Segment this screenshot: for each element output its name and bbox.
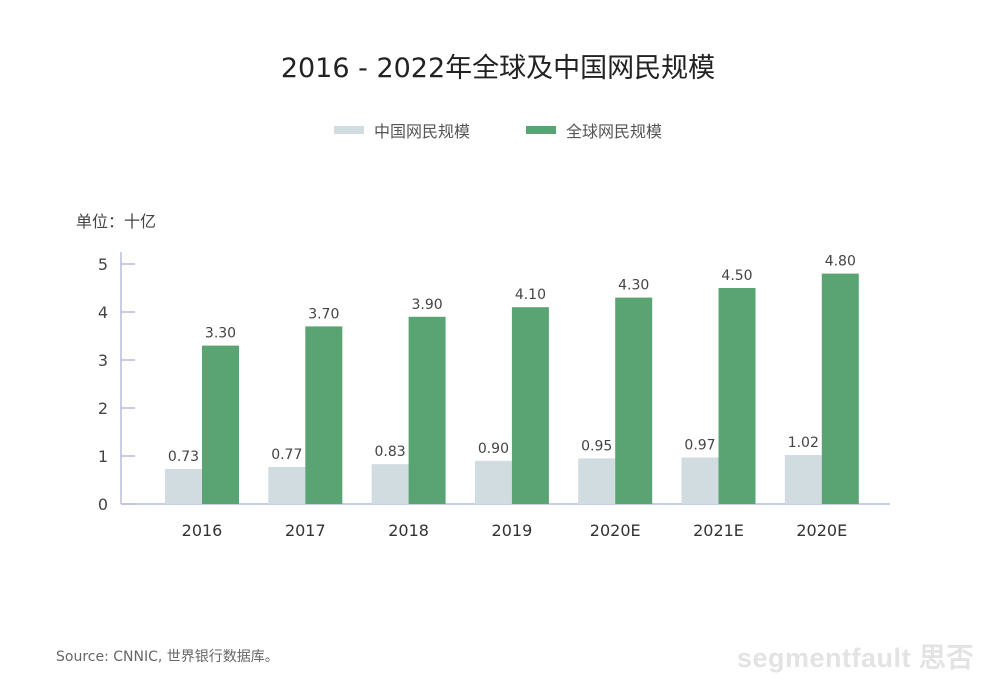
y-tick-label: 1 (98, 447, 108, 466)
bar-china (578, 458, 616, 504)
data-label-global: 4.10 (515, 287, 546, 303)
data-label-global: 3.90 (412, 297, 443, 313)
data-label-global: 3.70 (308, 306, 339, 322)
bar-global (511, 307, 549, 504)
bar-global (615, 297, 653, 504)
bar-china (165, 468, 202, 504)
bar-china (474, 460, 512, 504)
bar-china (681, 457, 719, 504)
bar-china (268, 467, 306, 504)
y-tick-label: 0 (98, 495, 108, 514)
bar-global (408, 316, 446, 504)
data-label-china: 0.90 (478, 441, 509, 457)
bars: 0.73 3.30 0.77 3.70 0.83 3.90 0.90 4.10 0.95 4.30… (165, 254, 859, 504)
legend-item-global: 全球网民规模 (526, 118, 662, 142)
data-label-china: 1.02 (788, 435, 819, 451)
unit-label: 单位：十亿 (76, 212, 157, 231)
y-tick-label: 5 (98, 255, 108, 274)
legend-swatch-global (526, 126, 556, 134)
y-tick-label: 2 (98, 399, 108, 418)
x-tick-label: 2020E (590, 521, 641, 540)
bar-global (821, 273, 859, 504)
bar-china (371, 464, 409, 504)
bar-global (202, 345, 239, 504)
data-label-china: 0.95 (581, 438, 612, 454)
source-note: Source: CNNIC, 世界银行数据库。 (56, 649, 279, 665)
legend-item-china: 中国网民规模 (333, 118, 470, 142)
bar-china (784, 455, 822, 504)
data-label-china: 0.77 (271, 447, 302, 463)
x-tick-label: 2018 (388, 521, 429, 540)
y-tick-label: 3 (98, 351, 108, 370)
bar-global (718, 288, 756, 504)
x-tick-label: 2020E (796, 521, 847, 540)
x-tick-label: 2019 (492, 521, 533, 540)
legend-label-global: 全球网民规模 (566, 122, 663, 141)
data-label-china: 0.83 (375, 444, 406, 460)
data-label-global: 4.30 (618, 278, 649, 294)
data-label-global: 4.50 (721, 268, 752, 284)
data-label-global: 4.80 (825, 254, 856, 270)
legend-label-china: 中国网民规模 (373, 122, 470, 141)
legend-swatch-china (333, 126, 364, 134)
chart-title: 2016 - 2022年全球及中国网民规模 (280, 53, 716, 84)
data-label-china: 0.97 (684, 437, 715, 453)
data-label-global: 3.30 (205, 326, 236, 342)
x-tick-label: 2016 (182, 521, 223, 540)
bar-global (305, 326, 343, 504)
x-tick-label: 2021E (693, 521, 744, 540)
x-tick-label: 2017 (285, 521, 326, 540)
y-tick-label: 4 (98, 303, 108, 322)
watermark-logo: segmentfault 思否 (736, 643, 974, 673)
data-label-china: 0.73 (168, 449, 199, 465)
legend: 中国网民规模 全球网民规模 (0, 118, 996, 142)
